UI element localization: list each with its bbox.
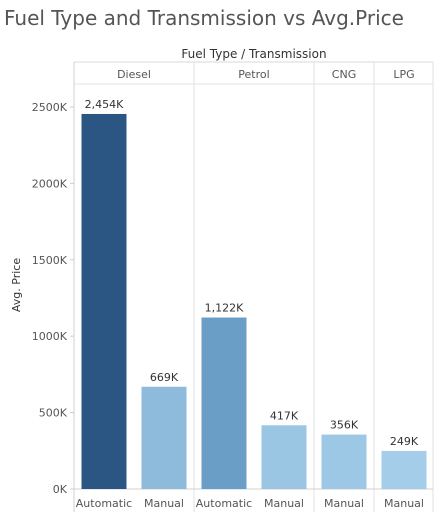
y-tick-label: 1000K xyxy=(32,330,68,343)
y-axis-label: Avg. Price xyxy=(10,258,23,312)
chart-title: Fuel Type and Transmission vs Avg.Price xyxy=(4,6,404,30)
bar-cng-manual xyxy=(321,434,367,489)
bar-diesel-automatic xyxy=(81,113,127,490)
column-header-label: Fuel Type / Transmission xyxy=(181,47,326,61)
y-tick-label: 2000K xyxy=(32,177,68,190)
y-tick-label: 1500K xyxy=(32,254,68,267)
x-tick-label: Manual xyxy=(324,497,364,510)
bar-petrol-automatic xyxy=(201,317,247,489)
bar-value-label: 356K xyxy=(330,419,359,432)
bar-value-label: 2,454K xyxy=(85,98,124,111)
x-tick-label: Manual xyxy=(384,497,424,510)
y-tick-label: 0K xyxy=(53,483,68,496)
bar-diesel-manual xyxy=(141,386,187,489)
bar-value-label: 669K xyxy=(150,371,179,384)
x-tick-label: Manual xyxy=(264,497,304,510)
group-label-lpg: LPG xyxy=(393,68,414,81)
bar-value-label: 1,122K xyxy=(205,302,244,315)
bars xyxy=(81,113,427,490)
bar-value-label: 417K xyxy=(270,409,299,422)
group-label-petrol: Petrol xyxy=(238,68,269,81)
bar-value-label: 249K xyxy=(390,435,419,448)
grid-lines xyxy=(70,61,434,512)
bar-lpg-manual xyxy=(381,450,427,489)
group-label-diesel: Diesel xyxy=(117,68,151,81)
y-tick-label: 2500K xyxy=(32,101,68,114)
x-tick-label: Automatic xyxy=(76,497,132,510)
group-label-cng: CNG xyxy=(332,68,356,81)
bar-petrol-manual xyxy=(261,425,307,489)
labels: 0K 500K 1000K 1500K 2000K 2500K Diesel 2,454K Au… xyxy=(32,68,424,510)
x-tick-label: Automatic xyxy=(196,497,252,510)
x-tick-label: Manual xyxy=(144,497,184,510)
y-tick-label: 500K xyxy=(39,407,68,420)
